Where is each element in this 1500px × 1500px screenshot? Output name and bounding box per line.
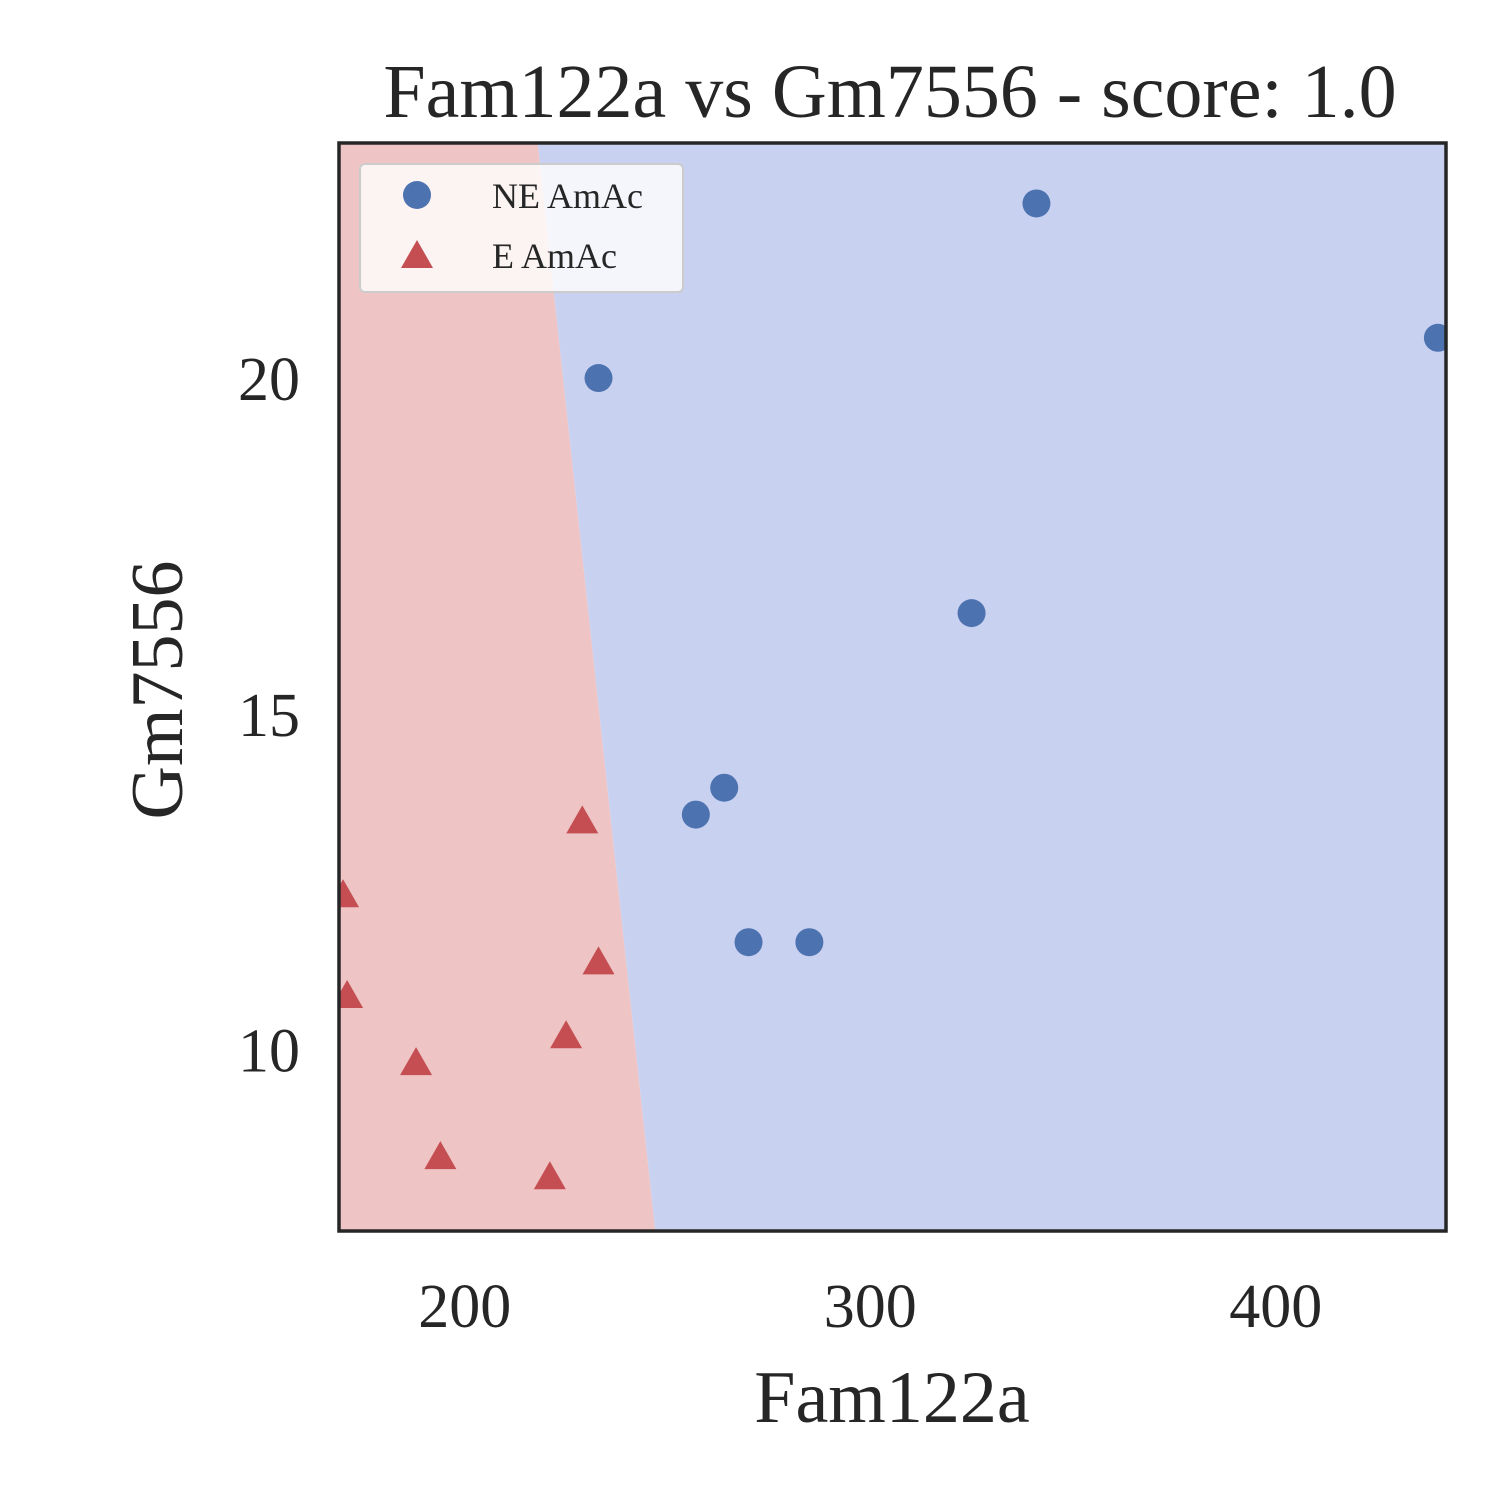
y-tick-label-20: 20 xyxy=(238,346,300,414)
e-amac-point-3 xyxy=(582,946,615,975)
y-tick-label-15: 15 xyxy=(238,682,300,750)
legend-label-e-amac: E AmAc xyxy=(492,236,617,276)
ne-amac-point-2 xyxy=(1423,323,1446,352)
e-amac-point-7 xyxy=(533,1161,566,1190)
ne-amac-point-5 xyxy=(710,773,739,802)
x-tick-label-400: 400 xyxy=(1229,1273,1322,1341)
y-tick-label-10: 10 xyxy=(238,1018,300,1086)
legend-box xyxy=(359,163,684,293)
legend-marker-e-amac xyxy=(401,240,433,268)
y-axis-ticks: 10 15 20 xyxy=(238,346,300,1086)
x-axis-ticks: 200 300 400 xyxy=(418,1273,1322,1341)
data-points xyxy=(339,189,1446,1190)
ne-amac-point-7 xyxy=(795,928,824,957)
ne-amac-point-3 xyxy=(957,599,986,628)
e-amac-point-4 xyxy=(400,1047,433,1076)
plot-frame xyxy=(337,141,1448,1233)
ne-amac-point-4 xyxy=(681,800,710,829)
ne-amac-point-1 xyxy=(1022,189,1051,218)
x-axis-label: Fam122a xyxy=(754,1357,1029,1439)
chart-title: Fam122a vs Gm7556 - score: 1.0 xyxy=(383,50,1396,134)
e-amac-point-6 xyxy=(424,1141,457,1170)
x-tick-label-200: 200 xyxy=(418,1273,511,1341)
plot-area xyxy=(339,143,1446,1231)
ne-amac-point-6 xyxy=(734,928,763,957)
legend-label-ne-amac: NE AmAc xyxy=(492,176,643,216)
legend: NE AmAc E AmAc xyxy=(359,163,684,293)
e-amac-point-0 xyxy=(566,805,599,834)
legend-marker-ne-amac xyxy=(403,181,431,209)
decision-region-ne-amac xyxy=(537,143,1446,1231)
e-amac-point-1 xyxy=(339,879,360,908)
e-amac-point-5 xyxy=(550,1020,583,1049)
y-axis-label: Gm7556 xyxy=(117,561,199,820)
ne-amac-point-0 xyxy=(584,364,613,393)
decision-region-e-amac xyxy=(339,143,656,1231)
x-tick-label-300: 300 xyxy=(824,1273,917,1341)
e-amac-point-2 xyxy=(339,979,364,1008)
